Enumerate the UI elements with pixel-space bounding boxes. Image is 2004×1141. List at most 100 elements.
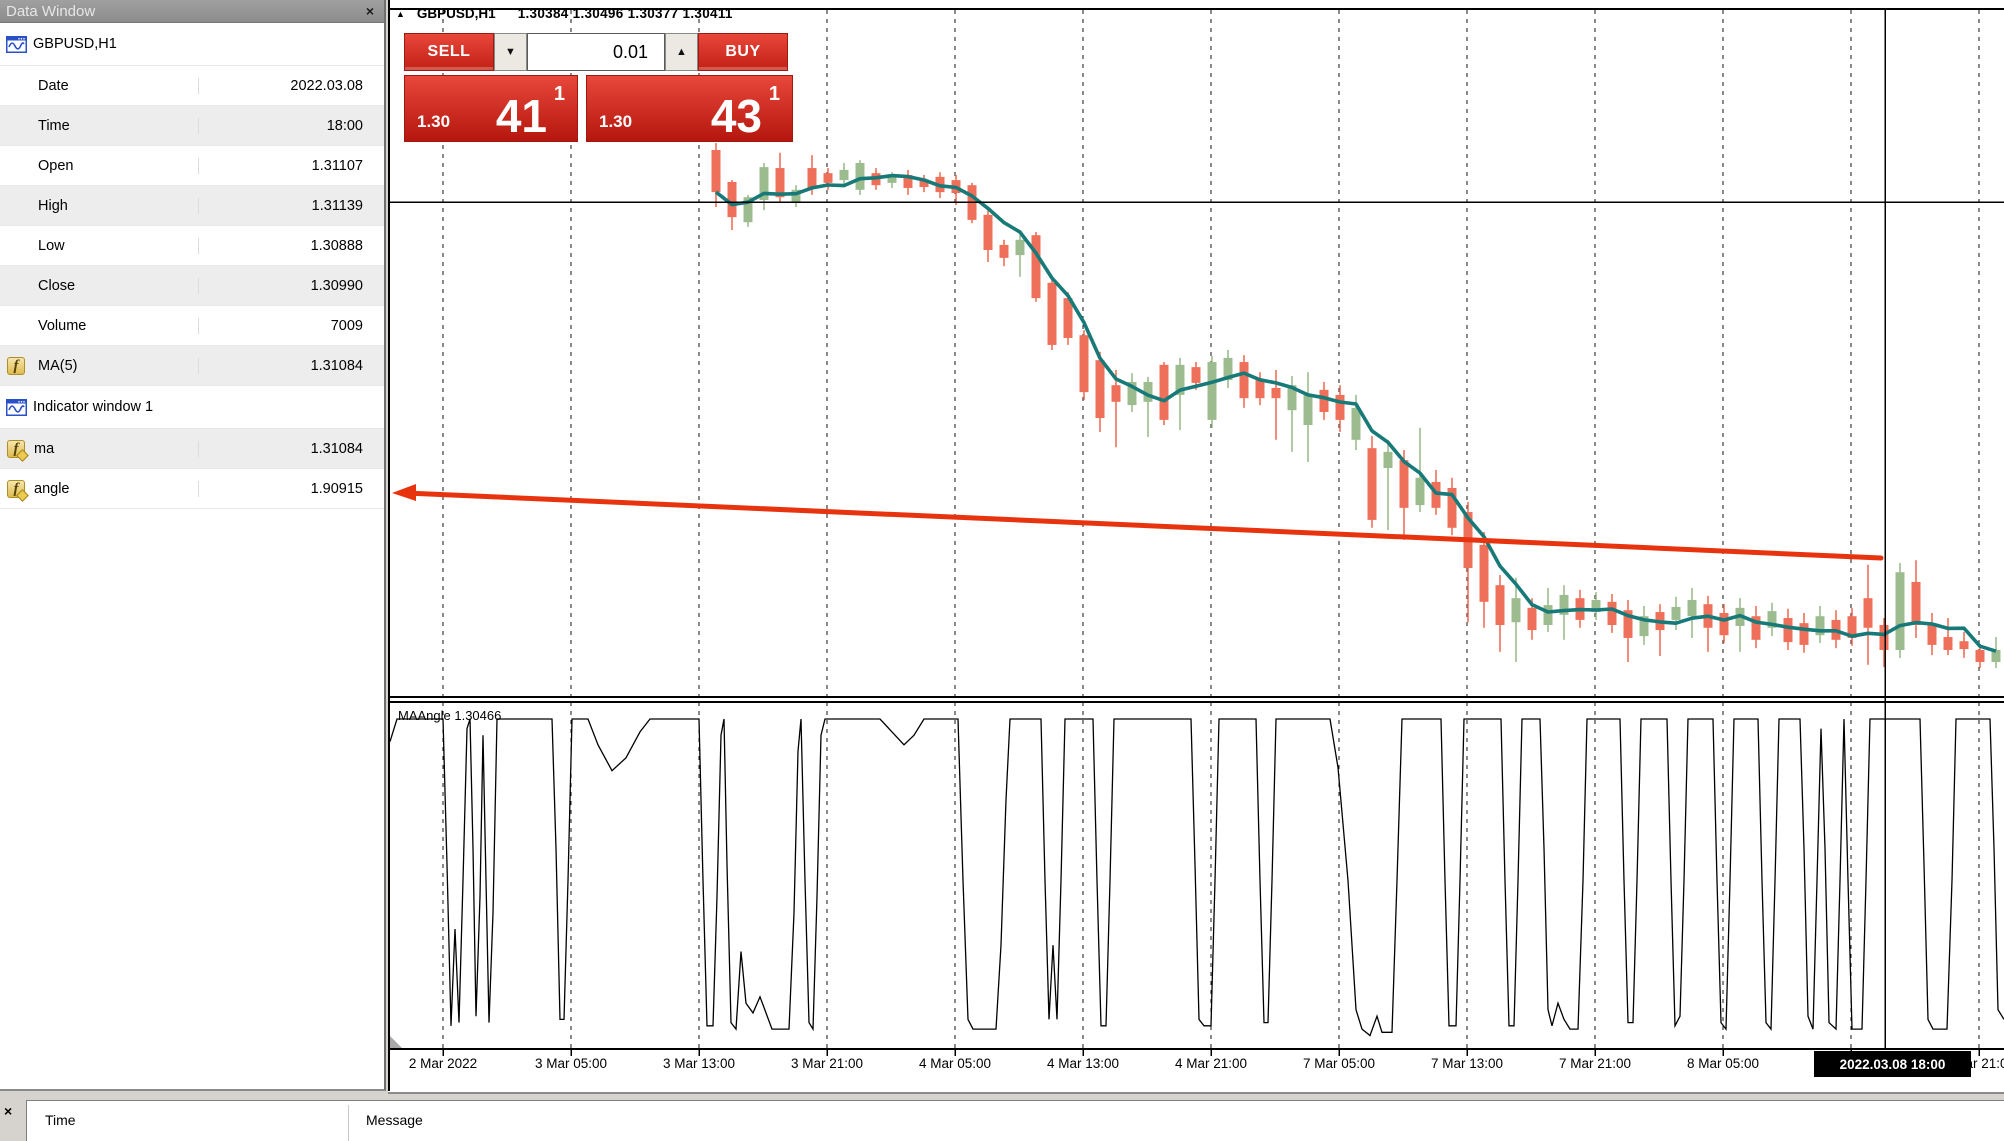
symbol-label: GBPUSD,H1: [33, 36, 117, 52]
candle-body: [759, 167, 769, 200]
candle-body: [1191, 367, 1201, 383]
custom-indicator-icon: f: [7, 479, 25, 498]
close-icon[interactable]: ×: [4, 1103, 13, 1119]
candle-body: [1959, 641, 1969, 650]
collapse-triangle-icon[interactable]: ▲: [396, 8, 405, 19]
one-click-trading-panel: SELL ▼ 0.01 ▲ BUY 1.30 41 1 1.30 43 1: [404, 33, 794, 142]
candle-body: [919, 180, 929, 188]
custom-indicator-icon: f: [7, 439, 25, 458]
candle-body: [1143, 381, 1153, 402]
candle-body: [983, 214, 993, 250]
candle-body: [1783, 618, 1793, 643]
candle-body: [1111, 385, 1121, 402]
candle-body: [1799, 623, 1809, 645]
chevron-up-icon: ▲: [676, 46, 687, 58]
candle-body: [1927, 623, 1937, 645]
indicator-window-label: Indicator window 1: [33, 399, 154, 415]
candle-body: [1063, 298, 1073, 338]
candle-body: [1607, 601, 1617, 625]
candle-body: [999, 244, 1009, 258]
candlestick-series: [711, 143, 2001, 669]
x-axis-label: 7 Mar 13:00: [1430, 1056, 1504, 1071]
data-row-ma-buffer: f ma 1.31084: [0, 429, 384, 469]
candle-body: [1255, 380, 1265, 399]
chevron-down-icon: ▼: [505, 46, 516, 58]
data-row-date: Date 2022.03.08: [0, 66, 384, 106]
data-row-ma5: f MA(5) 1.31084: [0, 346, 384, 386]
indicator-window-icon: [6, 398, 27, 416]
terminal-panel: × Time Message: [0, 1097, 2004, 1141]
x-axis-label: 8 Mar 05:00: [1686, 1056, 1760, 1071]
candle-body: [1991, 650, 2001, 663]
candle-body: [1303, 394, 1313, 425]
x-axis-label: 4 Mar 13:00: [1046, 1056, 1120, 1071]
x-axis-label: 2 Mar 2022: [408, 1056, 478, 1071]
buy-price-prefix: 1.30: [599, 112, 633, 131]
terminal-header-row: Time Message: [26, 1100, 2004, 1141]
candle-body: [1943, 637, 1953, 650]
sell-price-pips: 41: [495, 90, 547, 142]
time-axis-ticks: [442, 1049, 1980, 1056]
sell-price-tile[interactable]: 1.30 41 1: [404, 75, 578, 142]
x-axis-label: 3 Mar 21:00: [790, 1056, 864, 1071]
candle-body: [823, 173, 833, 183]
candle-body: [1399, 460, 1409, 508]
candle-body: [1767, 611, 1777, 628]
candle-body: [1223, 357, 1233, 381]
data-window-panel: Data Window × GBPUSD,H1 Date 2022.03.08 …: [0, 0, 386, 1091]
candle-body: [807, 168, 817, 188]
data-row-volume: Volume 7009: [0, 306, 384, 346]
x-axis-label: 3 Mar 13:00: [662, 1056, 736, 1071]
candle-body: [1031, 235, 1041, 299]
chart-ohlc-quotes: 1.30384 1.30496 1.30377 1.30411: [517, 6, 733, 21]
buy-price-point: 1: [768, 83, 780, 105]
maangle-indicator-line: [389, 718, 2004, 1037]
x-axis-label: 3 Mar 05:00: [534, 1056, 608, 1071]
data-window-title: Data Window: [6, 2, 96, 20]
candle-body: [1815, 616, 1825, 636]
buy-price-tile[interactable]: 1.30 43 1: [586, 75, 793, 142]
candle-body: [1495, 585, 1505, 625]
candle-body: [1591, 600, 1601, 613]
candle-body: [1911, 581, 1921, 625]
candle-body: [1287, 385, 1297, 411]
sell-price-point: 1: [553, 83, 565, 105]
candle-body: [1863, 598, 1873, 628]
volume-decrease-button[interactable]: ▼: [494, 33, 527, 71]
volume-input[interactable]: 0.01: [527, 33, 665, 71]
candle-body: [791, 189, 801, 202]
candle-body: [1015, 239, 1025, 256]
candle-body: [1335, 394, 1345, 420]
volume-increase-button[interactable]: ▲: [665, 33, 698, 71]
candle-body: [839, 169, 849, 181]
x-axis-label: 4 Mar 21:00: [1174, 1056, 1248, 1071]
subwindow-resize-grip[interactable]: [390, 1036, 402, 1048]
candle-body: [1975, 650, 1985, 663]
candle-body: [1175, 364, 1185, 395]
chart-window: ▲ GBPUSD,H1 1.30384 1.30496 1.30377 1.30…: [388, 0, 2004, 1094]
candle-body: [1847, 616, 1857, 638]
candle-body: [1751, 616, 1761, 640]
candle-body: [1511, 598, 1521, 623]
data-row-time: Time 18:00: [0, 106, 384, 146]
time-axis[interactable]: 2 Mar 2022 3 Mar 05:00 3 Mar 13:00 3 Mar 21…: [388, 1056, 2004, 1090]
candle-body: [1447, 487, 1457, 528]
trendline-arrowhead-icon: [392, 484, 416, 501]
chart-borders: [388, 0, 2004, 1091]
candle-body: [1543, 605, 1553, 625]
candle-body: [1367, 448, 1377, 520]
data-window-titlebar[interactable]: Data Window ×: [0, 0, 384, 23]
sell-button[interactable]: SELL: [404, 33, 494, 71]
x-axis-label: 7 Mar 05:00: [1302, 1056, 1376, 1071]
buy-button[interactable]: BUY: [698, 33, 788, 71]
candle-body: [1383, 451, 1393, 469]
data-row-low: Low 1.30888: [0, 226, 384, 266]
candle-body: [1639, 616, 1649, 637]
trendline[interactable]: [403, 490, 1884, 561]
price-chart-canvas[interactable]: [388, 0, 2004, 1092]
close-icon[interactable]: ×: [365, 3, 374, 19]
candle-body: [743, 197, 753, 223]
data-row-close: Close 1.30990: [0, 266, 384, 306]
candle-body: [727, 181, 737, 218]
chart-symbol-label: GBPUSD,H1: [416, 6, 496, 21]
